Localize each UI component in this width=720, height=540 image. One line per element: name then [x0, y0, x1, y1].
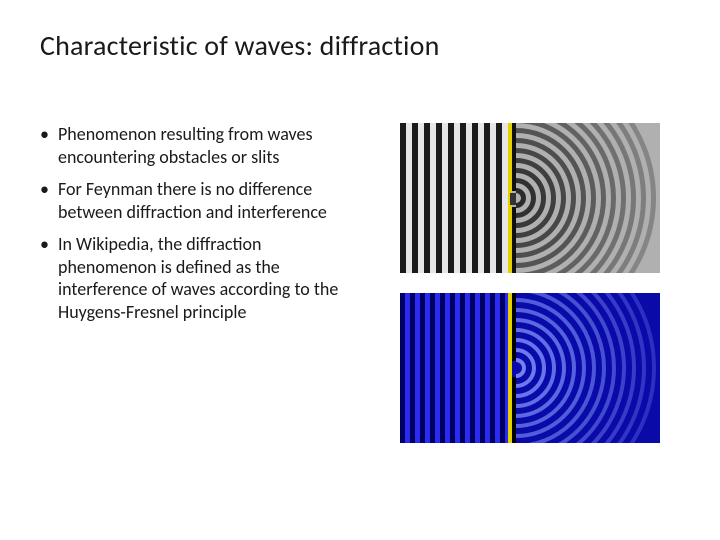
bullet-item: For Feynman there is no difference betwe… [40, 178, 360, 223]
image-column [380, 123, 680, 443]
slide-title: Characteristic of waves: diffraction [40, 28, 680, 63]
text-column: Phenomenon resulting from waves encounte… [40, 123, 360, 443]
bullet-item: In Wikipedia, the diffraction phenomenon… [40, 233, 360, 323]
bullet-list: Phenomenon resulting from waves encounte… [40, 123, 360, 323]
diffraction-diagram-gray [400, 123, 660, 273]
content-row: Phenomenon resulting from waves encounte… [40, 123, 680, 443]
bullet-item: Phenomenon resulting from waves encounte… [40, 123, 360, 168]
circular-waves-icon [516, 123, 660, 273]
plane-waves-icon [400, 293, 510, 443]
plane-waves-icon [400, 123, 510, 273]
slide: Characteristic of waves: diffraction Phe… [0, 0, 720, 540]
diffraction-diagram-blue [400, 293, 660, 443]
circular-waves-icon [516, 293, 660, 443]
